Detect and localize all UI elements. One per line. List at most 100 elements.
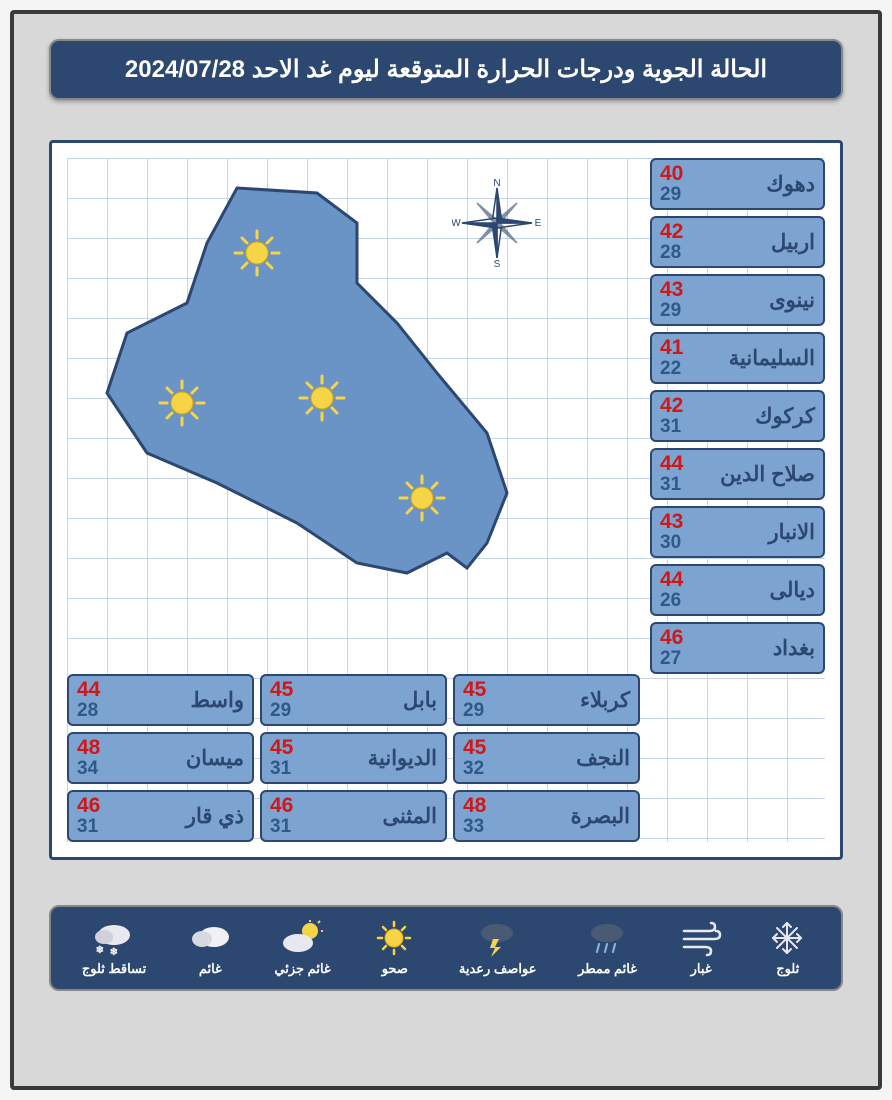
- legend-item: غائم ممطر: [578, 919, 637, 977]
- city-card: الديوانية 45 31: [260, 732, 447, 784]
- temp-high: 44: [77, 679, 100, 701]
- city-card: البصرة 48 33: [453, 790, 640, 842]
- legend-item: غائم جزئي: [274, 919, 330, 977]
- city-card: النجف 45 32: [453, 732, 640, 784]
- thunder-icon: [475, 919, 520, 957]
- temp-low: 22: [660, 359, 681, 379]
- compass-n: N: [493, 178, 500, 189]
- temp-high: 45: [270, 679, 293, 701]
- temp-low: 31: [660, 417, 681, 437]
- temp-low: 29: [270, 701, 291, 721]
- city-temps: 48 34: [77, 737, 100, 779]
- city-card: السليمانية 41 22: [650, 332, 825, 384]
- city-temps: 43 30: [660, 511, 683, 553]
- city-temps: 42 28: [660, 221, 683, 263]
- city-temps: 46 31: [270, 795, 293, 837]
- city-temps: 43 29: [660, 279, 683, 321]
- city-temps: 40 29: [660, 163, 683, 205]
- city-name: كركوك: [755, 406, 815, 427]
- temp-high: 43: [660, 279, 683, 301]
- temp-low: 26: [660, 591, 681, 611]
- city-name: ذي قار: [186, 806, 244, 827]
- temp-low: 29: [660, 185, 681, 205]
- temp-low: 31: [660, 475, 681, 495]
- city-name: صلاح الدين: [720, 464, 815, 485]
- legend-item: ثلوج: [765, 919, 810, 977]
- city-name: البصرة: [571, 806, 630, 827]
- city-temps: 46 27: [660, 627, 683, 669]
- temp-low: 29: [660, 301, 681, 321]
- temp-high: 46: [270, 795, 293, 817]
- legend-item: غائم: [188, 919, 233, 977]
- temp-high: 42: [660, 395, 683, 417]
- city-card: بابل 45 29: [260, 674, 447, 726]
- temp-low: 27: [660, 649, 681, 669]
- title-text: الحالة الجوية ودرجات الحرارة المتوقعة لي…: [125, 56, 767, 83]
- city-name: الديوانية: [368, 748, 437, 769]
- city-card: نينوى 43 29: [650, 274, 825, 326]
- temp-low: 33: [463, 817, 484, 837]
- city-name: المثنى: [382, 806, 437, 827]
- temp-high: 48: [463, 795, 486, 817]
- temp-high: 41: [660, 337, 683, 359]
- temp-high: 44: [660, 569, 683, 591]
- legend-label: غائم ممطر: [578, 961, 637, 977]
- city-temps: 42 31: [660, 395, 683, 437]
- weather-panel: الحالة الجوية ودرجات الحرارة المتوقعة لي…: [10, 10, 882, 1090]
- legend-item: ❄❄ تساقط ثلوج: [82, 919, 146, 977]
- city-card: الانبار 43 30: [650, 506, 825, 558]
- temp-high: 42: [660, 221, 683, 243]
- legend-label: ثلوج: [776, 961, 799, 977]
- city-card: اربيل 42 28: [650, 216, 825, 268]
- city-name: كربلاء: [580, 690, 630, 711]
- temp-low: 30: [660, 533, 681, 553]
- sunny-icon: [372, 919, 417, 957]
- temp-high: 45: [270, 737, 293, 759]
- city-card: كربلاء 45 29: [453, 674, 640, 726]
- city-card: ديالى 44 26: [650, 564, 825, 616]
- city-temps: 48 33: [463, 795, 486, 837]
- legend-label: عواصف رعدية: [459, 961, 537, 977]
- city-bottom-grid: واسط 44 28 بابل 45 29 كربلاء 45 29 ميسان…: [67, 674, 640, 842]
- legend-item: صحو: [372, 919, 417, 977]
- city-name: اربيل: [771, 232, 815, 253]
- temp-low: 31: [270, 759, 291, 779]
- city-name: واسط: [190, 690, 244, 711]
- city-temps: 45 32: [463, 737, 486, 779]
- temp-high: 48: [77, 737, 100, 759]
- temp-low: 29: [463, 701, 484, 721]
- svg-text:❄: ❄: [95, 945, 103, 956]
- sun-icon: [397, 473, 447, 523]
- city-temps: 41 22: [660, 337, 683, 379]
- city-card: المثنى 46 31: [260, 790, 447, 842]
- city-temps: 44 31: [660, 453, 683, 495]
- temp-low: 28: [77, 701, 98, 721]
- temp-low: 31: [77, 817, 98, 837]
- map-panel: N S E W دهوك 40: [49, 140, 843, 860]
- temp-low: 32: [463, 759, 484, 779]
- svg-text:❄: ❄: [109, 947, 117, 957]
- legend-label: غائم جزئي: [274, 961, 330, 977]
- compass-w: W: [452, 218, 461, 229]
- temp-high: 44: [660, 453, 683, 475]
- city-name: ميسان: [186, 748, 244, 769]
- snowflake-icon: [765, 919, 810, 957]
- temp-high: 43: [660, 511, 683, 533]
- city-card: صلاح الدين 44 31: [650, 448, 825, 500]
- legend-label: غائم: [199, 961, 222, 977]
- temp-high: 45: [463, 679, 486, 701]
- legend-label: غبار: [691, 961, 712, 977]
- temp-low: 31: [270, 817, 291, 837]
- cloudy-icon: [188, 919, 233, 957]
- city-name: السليمانية: [729, 348, 815, 369]
- city-name: الانبار: [768, 522, 815, 543]
- city-temps: 45 29: [270, 679, 293, 721]
- city-name: النجف: [576, 748, 630, 769]
- city-card: ذي قار 46 31: [67, 790, 254, 842]
- city-name: دهوك: [766, 174, 815, 195]
- compass-e: E: [535, 218, 542, 229]
- rain-icon: [585, 919, 630, 957]
- legend-item: غبار: [679, 919, 724, 977]
- city-card: كركوك 42 31: [650, 390, 825, 442]
- weather-legend: ❄❄ تساقط ثلوج غائم غائم جزئي صحو عواصف ر…: [49, 905, 843, 991]
